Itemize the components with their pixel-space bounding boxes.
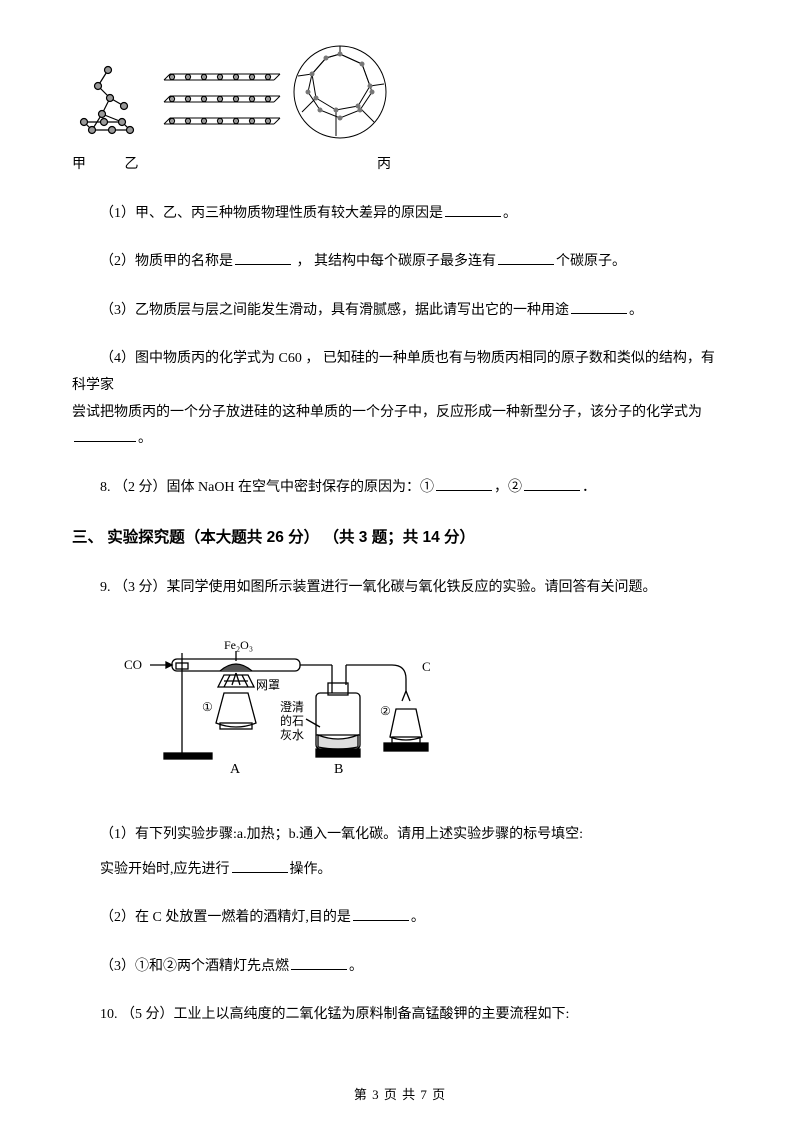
q9-p1-l2-post: 操作。 <box>290 862 332 877</box>
figure-bing <box>288 40 392 144</box>
label-A: A <box>230 762 241 777</box>
footer-post: 页 <box>428 1087 446 1102</box>
label-shihuishui3: 灰水 <box>280 728 304 742</box>
blank-q9-1[interactable] <box>232 857 288 872</box>
footer-pre: 第 <box>354 1087 372 1102</box>
q9-p2: （2）在 C 处放置一燃着的酒精灯,目的是 。 <box>72 905 728 932</box>
q-sub-4-l1: （4）图中物质丙的化学式为 C60 ， 已知硅的一种单质也有与物质丙相同的原子数… <box>72 346 728 399</box>
footer-page: 3 <box>372 1087 380 1102</box>
blank-q1-2b[interactable] <box>498 250 554 265</box>
label-co: CO <box>124 657 142 672</box>
q1-p3-pre: （3）乙物质层与层之间能发生滑动，具有滑腻感，据此请写出它的一种用途 <box>100 303 569 318</box>
caption-bing: 丙 <box>377 157 392 172</box>
figure-captions: 甲 乙 丙 <box>72 152 728 179</box>
label-C: C <box>422 659 431 674</box>
q8-mid: ，② <box>494 480 522 495</box>
figure-jia <box>72 56 152 144</box>
q9-p1-l2-pre: 实验开始时,应先进行 <box>100 862 230 877</box>
q9-p1-l1: （1）有下列实验步骤:a.加热；b.通入一氧化碳。请用上述实验步骤的标号填空: <box>72 822 728 849</box>
footer-mid: 页 共 <box>380 1087 421 1102</box>
blank-q8-1[interactable] <box>436 475 492 490</box>
q9-p3-post: 。 <box>349 959 363 974</box>
blank-q1-2a[interactable] <box>235 250 291 265</box>
q1-p4-post: 。 <box>138 431 152 446</box>
q1-p2-pre: （2）物质甲的名称是 <box>100 254 233 269</box>
q-sub-4-l2: 尝试把物质丙的一个分子放进硅的这种单质的一个分子中，反应形成一种新型分子，该分子… <box>72 400 728 427</box>
q1-p2-post: 个碳原子。 <box>556 254 626 269</box>
blank-q1-3[interactable] <box>571 298 627 313</box>
molecular-figures-row <box>72 40 728 144</box>
q1-p4-l1: （4）图中物质丙的化学式为 C60 ， 已知硅的一种单质也有与物质丙相同的原子数… <box>72 351 715 393</box>
q9-p1-l2: 实验开始时,应先进行 操作。 <box>72 857 728 884</box>
q1-p3-post: 。 <box>629 303 643 318</box>
q1-p1-pre: （1）甲、乙、丙三种物质物理性质有较大差异的原因是 <box>100 206 443 221</box>
label-n1: ① <box>202 700 213 714</box>
q9-apparatus-diagram: CO Fe₂O₃ 网罩 ① <box>124 623 728 804</box>
q9-p3-pre: （3）①和②两个酒精灯先点燃 <box>100 959 289 974</box>
label-wangzhao: 网罩 <box>256 678 280 692</box>
q8-post: ． <box>582 480 596 495</box>
caption-jia: 甲 <box>72 152 120 179</box>
q-sub-3: （3）乙物质层与层之间能发生滑动，具有滑腻感，据此请写出它的一种用途 。 <box>72 298 728 325</box>
caption-yi: 乙 <box>125 152 373 179</box>
label-shihuishui2: 的石 <box>280 713 304 728</box>
label-fe2o3: Fe₂O₃ <box>224 638 253 652</box>
q1-p1-post: 。 <box>503 206 517 221</box>
q-sub-1: （1）甲、乙、丙三种物质物理性质有较大差异的原因是 。 <box>72 201 728 228</box>
q-sub-4-l3: 。 <box>72 426 728 453</box>
footer-total: 7 <box>420 1087 428 1102</box>
q9-p2-post: 。 <box>411 910 425 925</box>
section-3-heading: 三、 实验探究题（本大题共 26 分） （共 3 题；共 14 分） <box>72 523 728 552</box>
q9-p2-pre: （2）在 C 处放置一燃着的酒精灯,目的是 <box>100 910 351 925</box>
q8: 8. （2 分）固体 NaOH 在空气中密封保存的原因为：① ，② ． <box>72 475 728 502</box>
label-B: B <box>334 762 343 777</box>
q9-intro: 9. （3 分）某同学使用如图所示装置进行一氧化碳与氧化铁反应的实验。请回答有关… <box>72 575 728 602</box>
q8-pre: 8. （2 分）固体 NaOH 在空气中密封保存的原因为：① <box>100 480 434 495</box>
page-footer: 第 3 页 共 7 页 <box>0 1083 800 1108</box>
q1-p2-mid: ， 其结构中每个碳原子最多连有 <box>293 254 496 269</box>
blank-q1-4[interactable] <box>74 427 136 442</box>
blank-q8-2[interactable] <box>524 475 580 490</box>
q9-p3: （3）①和②两个酒精灯先点燃 。 <box>72 954 728 981</box>
label-n2: ② <box>380 704 391 718</box>
q10: 10. （5 分）工业上以高纯度的二氧化锰为原料制备高锰酸钾的主要流程如下: <box>72 1002 728 1029</box>
q-sub-2: （2）物质甲的名称是 ， 其结构中每个碳原子最多连有 个碳原子。 <box>72 249 728 276</box>
blank-q9-2[interactable] <box>353 906 409 921</box>
blank-q1-1[interactable] <box>445 201 501 216</box>
label-shihuishui1: 澄清 <box>280 699 304 714</box>
q1-p4-l2: 尝试把物质丙的一个分子放进硅的这种单质的一个分子中，反应形成一种新型分子，该分子… <box>72 405 702 420</box>
blank-q9-3[interactable] <box>291 954 347 969</box>
figure-yi <box>156 66 284 144</box>
